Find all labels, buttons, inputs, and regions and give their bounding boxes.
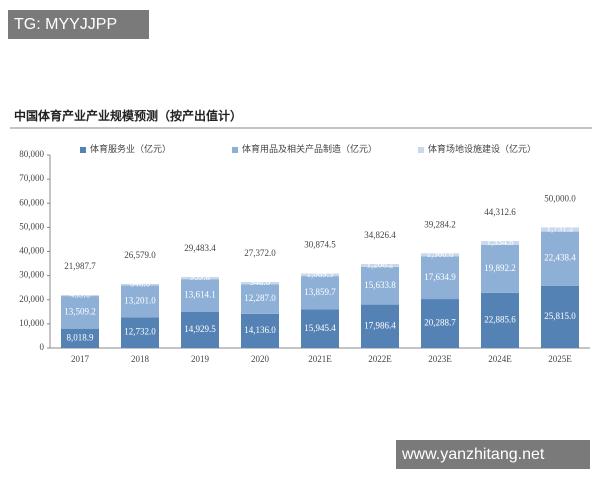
bar-segment [301, 309, 339, 348]
bar-segment [61, 294, 99, 297]
value-label: 646.0 [130, 279, 151, 289]
value-label: 17,634.9 [424, 272, 456, 282]
total-label: 44,312.6 [484, 207, 516, 217]
bar-segment [301, 273, 339, 277]
value-label: 12,287.0 [244, 293, 276, 303]
value-label: 1,360.6 [427, 249, 455, 259]
bar-segment [541, 285, 579, 348]
total-label: 27,372.0 [244, 248, 276, 258]
value-label: 19,892.2 [484, 263, 516, 273]
value-label: 15,633.8 [364, 280, 396, 290]
total-label: 21,987.7 [64, 261, 96, 271]
y-tick-label: 50,000 [19, 221, 44, 231]
y-tick-label: 60,000 [19, 197, 44, 207]
y-tick-label: 20,000 [19, 294, 44, 304]
value-label: 13,509.2 [64, 306, 96, 316]
y-tick-label: 40,000 [19, 246, 44, 256]
value-label: 1,206.2 [367, 259, 394, 269]
bar-segment [541, 231, 579, 286]
watermark: TG: MYYJJPP [14, 16, 117, 33]
value-label: 1,731.2 [547, 224, 574, 234]
value-label: 20,288.7 [424, 318, 456, 328]
total-label: 50,000.0 [544, 193, 576, 203]
y-tick-label: 70,000 [19, 173, 44, 183]
x-tick-label: 2023E [428, 354, 452, 364]
x-tick-label: 2018 [131, 354, 150, 364]
bar-segment [121, 285, 159, 318]
total-label: 39,284.2 [424, 219, 456, 229]
legend-label: 体育用品及相关产品制造（亿元） [242, 143, 377, 154]
legend-swatch [418, 147, 424, 153]
value-label: 948.0 [250, 277, 271, 287]
value-label: 12,732.0 [124, 327, 156, 337]
bar-segment [121, 317, 159, 348]
x-tick-label: 2024E [488, 354, 512, 364]
bar-segment [241, 313, 279, 348]
bar-segment [361, 266, 399, 305]
bar-segment [181, 276, 219, 280]
total-label: 29,483.4 [184, 243, 216, 253]
bar-segment [181, 279, 219, 312]
bar-segment [421, 256, 459, 300]
x-tick-label: 2025E [548, 354, 572, 364]
x-tick-label: 2021E [308, 354, 332, 364]
legend-label: 体育服务业（亿元） [90, 143, 171, 154]
value-label: 14,136.0 [244, 325, 276, 335]
value-label: 22,438.4 [544, 253, 576, 263]
value-label: 939.8 [190, 272, 211, 282]
value-label: 1,069.3 [307, 269, 335, 279]
value-label: 17,986.4 [364, 320, 396, 330]
y-tick-label: 0 [40, 342, 45, 352]
chart-title: 中国体育产业产业规模预测（按产出值计） [14, 108, 242, 123]
value-label: 8,018.9 [67, 332, 95, 342]
legend-swatch [80, 147, 86, 153]
watermark: www.yanzhitang.net [401, 446, 545, 463]
bar-segment [481, 241, 519, 245]
bar-segment [241, 281, 279, 285]
value-label: 13,614.1 [184, 290, 216, 300]
legend-label: 体育场地设施建设（亿元） [428, 143, 536, 154]
value-label: 25,815.0 [544, 311, 576, 321]
x-tick-label: 2019 [191, 354, 210, 364]
bar-segment [61, 328, 99, 348]
legend-swatch [232, 147, 238, 153]
y-tick-label: 10,000 [19, 318, 44, 328]
bar-segment [361, 263, 399, 267]
bar-segment [181, 311, 219, 348]
value-label: 13,201.0 [124, 295, 156, 305]
bar-segment [421, 299, 459, 348]
total-label: 34,826.4 [364, 230, 396, 240]
x-tick-label: 2017 [71, 354, 90, 364]
total-label: 26,579.0 [124, 250, 156, 260]
watermark-box [8, 10, 149, 39]
value-label: 459.6 [70, 290, 91, 300]
bar-segment [541, 227, 579, 232]
value-label: 15,945.4 [304, 323, 336, 333]
value-label: 13,859.7 [304, 287, 336, 297]
bar-segment [421, 253, 459, 257]
bar-segment [241, 284, 279, 314]
watermark-box [396, 440, 590, 469]
y-tick-label: 80,000 [19, 149, 44, 159]
value-label: 14,929.5 [184, 324, 216, 334]
value-label: 22,885.6 [484, 314, 516, 324]
y-tick-label: 30,000 [19, 270, 44, 280]
bar-segment [121, 283, 159, 286]
total-label: 30,874.5 [304, 240, 336, 250]
bar-segment [361, 304, 399, 348]
bar-segment [481, 292, 519, 348]
bar-segment [301, 276, 339, 310]
x-tick-label: 2022E [368, 354, 392, 364]
bar-segment [61, 296, 99, 329]
bar-segment [481, 244, 519, 293]
x-tick-label: 2020 [251, 354, 270, 364]
value-label: 1,534.8 [487, 237, 515, 247]
